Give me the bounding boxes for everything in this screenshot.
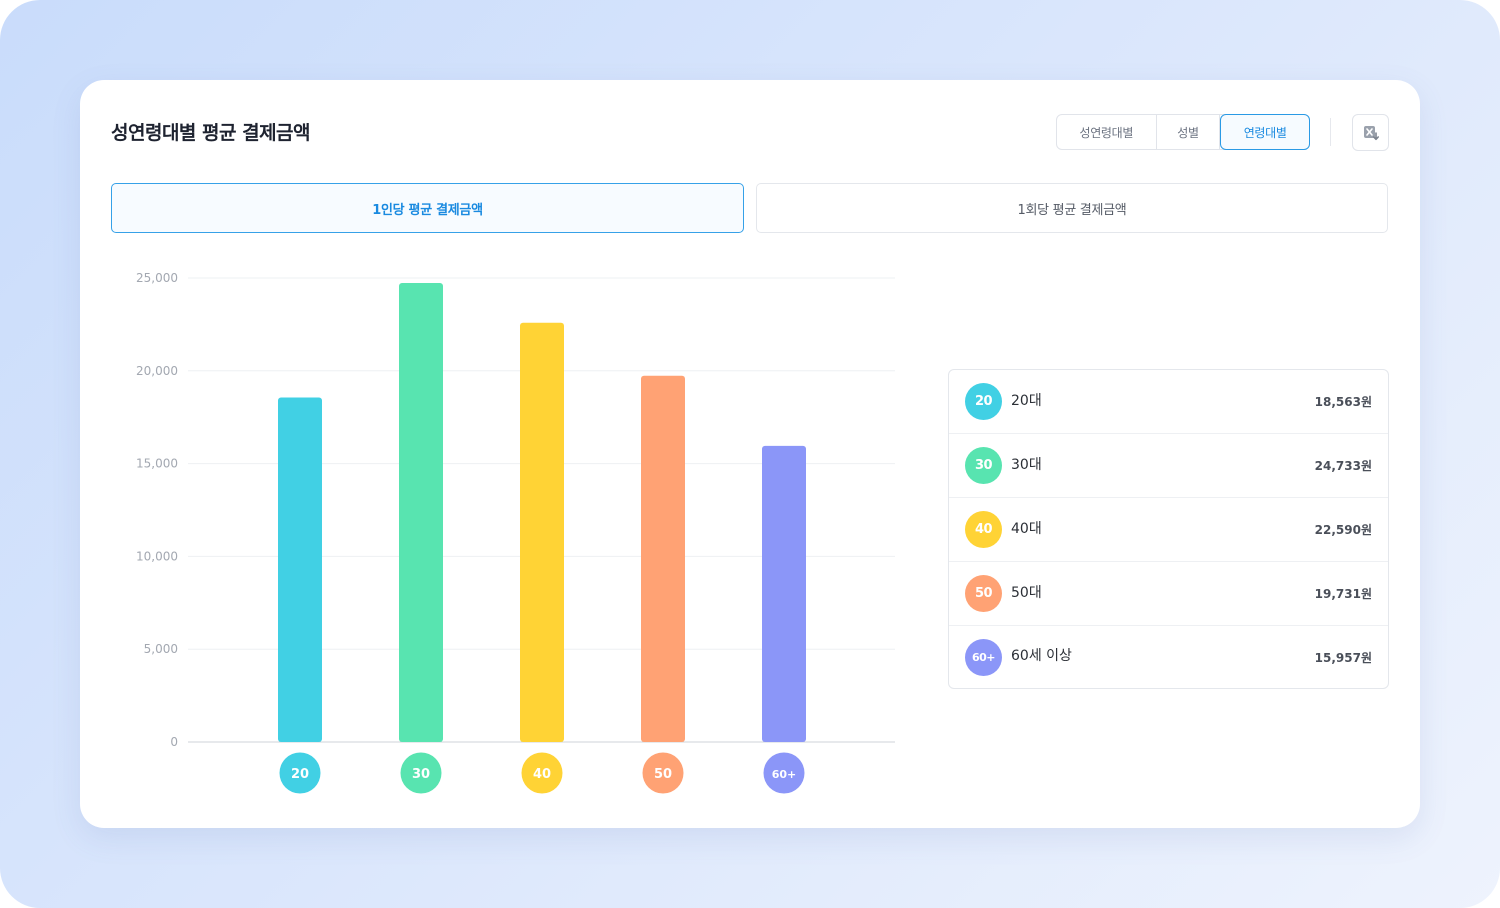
legend-badge: 60+ [965, 638, 1002, 676]
legend-label: 40대 [1011, 520, 1042, 537]
toolbar-divider [1330, 118, 1331, 146]
legend-row: 20 20대 18,563원 [949, 370, 1388, 434]
legend-value: 15,957원 [1314, 650, 1372, 665]
bar[interactable] [399, 282, 443, 742]
x-axis-badge [763, 752, 805, 794]
x-axis-badge [279, 752, 321, 794]
y-tick-label: 10,000 [136, 549, 178, 563]
x-tick-label: 60+ [772, 768, 797, 781]
x-tick-label: 20 [291, 767, 309, 782]
x-tick-label: 50 [654, 767, 672, 782]
legend-label: 60세 이상 [1011, 648, 1072, 664]
legend-row: 30 30대 24,733원 [949, 434, 1388, 498]
segment-gender-age[interactable]: 성연령대별 [1057, 115, 1157, 149]
y-tick-label: 20,000 [136, 364, 178, 378]
x-tick-label: 40 [533, 767, 551, 782]
excel-download-button[interactable] [1352, 114, 1389, 151]
x-axis-badge [521, 752, 563, 794]
excel-download-icon [1363, 125, 1379, 140]
bar-chart: 0 5,000 10,000 15,000 20,000 25,000 20 30 40 50 60… [136, 271, 895, 794]
segment-age[interactable]: 연령대별 [1220, 114, 1310, 150]
bar[interactable] [641, 375, 685, 742]
segment-gender[interactable]: 성별 [1157, 115, 1221, 149]
y-tick-label: 15,000 [136, 457, 178, 471]
chart-legend: 20 20대 18,563원 30 30대 24,733원 40 40대 22,590원 50 50… [948, 369, 1389, 689]
legend-label: 50대 [1011, 584, 1042, 601]
legend-badge: 30 [965, 447, 1002, 484]
x-axis-badge [642, 752, 684, 794]
group-filter-segmented-control: 성연령대별 성별 연령대별 [1056, 114, 1310, 150]
tab-per-transaction-average[interactable]: 1회당 평균 결제금액 [756, 183, 1388, 233]
legend-badge: 50 [965, 575, 1002, 612]
legend-label: 30대 [1011, 456, 1042, 473]
legend-badge: 40 [965, 511, 1002, 548]
bar[interactable] [762, 445, 806, 742]
y-tick-label: 5,000 [144, 642, 178, 656]
legend-value: 22,590원 [1314, 523, 1372, 537]
legend-badge: 20 [965, 383, 1002, 420]
x-tick-label: 30 [412, 767, 430, 782]
card-title: 성연령대별 평균 결제금액 [111, 122, 311, 144]
legend-value: 24,733원 [1314, 459, 1372, 473]
legend-label: 20대 [1011, 392, 1042, 409]
y-tick-label: 0 [170, 735, 178, 749]
y-tick-label: 25,000 [136, 271, 178, 285]
x-axis-badge [400, 752, 442, 794]
legend-value: 18,563원 [1314, 395, 1372, 409]
legend-row: 60+ 60세 이상 15,957원 [949, 626, 1388, 688]
legend-value: 19,731원 [1314, 587, 1372, 601]
bar[interactable] [520, 322, 564, 742]
bar[interactable] [278, 397, 322, 742]
tab-per-person-average[interactable]: 1인당 평균 결제금액 [111, 183, 744, 233]
legend-row: 50 50대 19,731원 [949, 562, 1388, 626]
legend-row: 40 40대 22,590원 [949, 498, 1388, 562]
chart-card: 성연령대별 평균 결제금액 성연령대별 성별 연령대별 1인당 평균 결제금액 … [80, 80, 1420, 828]
